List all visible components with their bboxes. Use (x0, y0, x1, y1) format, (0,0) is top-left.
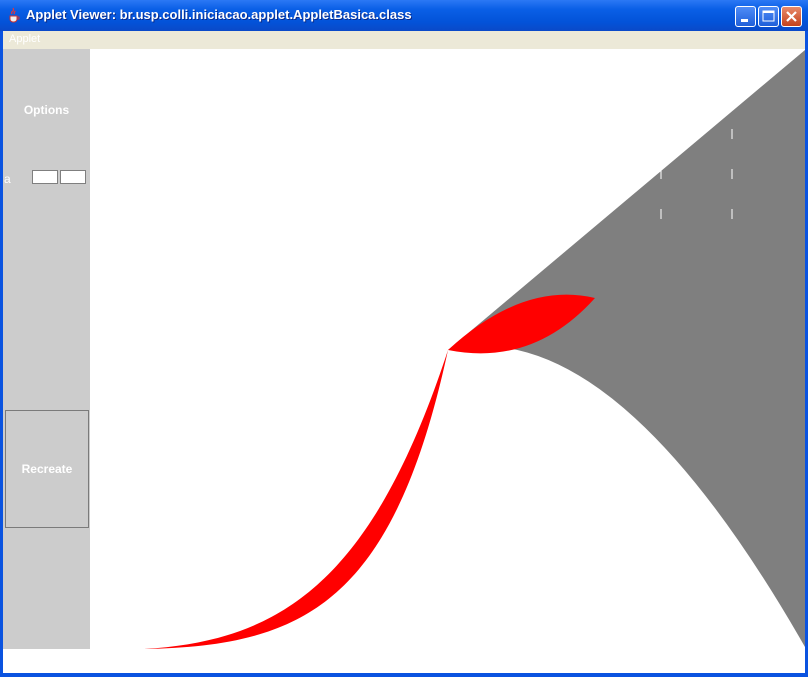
recreate-button[interactable]: Recreate (5, 410, 89, 528)
options-label: Options (23, 103, 70, 117)
red-petal (448, 294, 595, 354)
minimize-button[interactable] (735, 6, 756, 27)
title-bar[interactable]: Applet Viewer: br.usp.colli.iniciacao.ap… (0, 0, 808, 31)
applet-area: Options a Recreate (3, 49, 805, 673)
red-crescent (144, 350, 448, 649)
close-icon (786, 11, 797, 22)
menu-applet[interactable]: Applet (9, 33, 41, 45)
a-label: a (4, 172, 11, 186)
gray-region (448, 50, 805, 647)
close-button[interactable] (781, 6, 802, 27)
window-title: Applet Viewer: br.usp.colli.iniciacao.ap… (26, 7, 412, 22)
minimize-icon (741, 19, 748, 22)
plot-canvas[interactable] (3, 49, 805, 673)
maximize-button[interactable] (758, 6, 779, 27)
a-field-2[interactable] (60, 170, 86, 184)
a-field-1[interactable] (32, 170, 58, 184)
options-panel: Options a Recreate (3, 49, 90, 649)
menu-bar: Applet (3, 31, 805, 49)
maximize-icon (762, 10, 775, 22)
java-cup-icon (9, 7, 20, 23)
tick-marks (660, 129, 733, 219)
